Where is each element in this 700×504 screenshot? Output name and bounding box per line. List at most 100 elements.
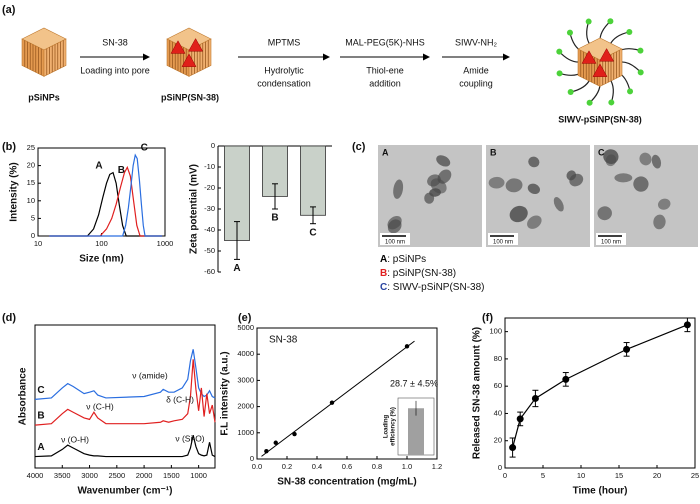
tem-particle bbox=[488, 176, 505, 189]
scale-bar-label: 100 nm bbox=[493, 240, 513, 246]
panel-label: (c) bbox=[352, 141, 366, 153]
y-tick-label: -10 bbox=[204, 162, 215, 171]
y-tick-label: 80 bbox=[494, 354, 502, 363]
peptide-dot bbox=[637, 69, 644, 76]
drug-triangle bbox=[181, 53, 197, 67]
drug-triangle bbox=[599, 48, 615, 62]
y-tick-label: 10 bbox=[27, 196, 35, 205]
data-line bbox=[49, 165, 163, 237]
tem-particle bbox=[566, 170, 577, 181]
y-tick-label: 4000 bbox=[237, 349, 254, 358]
y-tick-label: 5 bbox=[31, 213, 35, 222]
process: coupling bbox=[459, 78, 493, 88]
error-bar bbox=[234, 221, 240, 260]
y-tick-label: 20 bbox=[494, 436, 502, 445]
scale-bar-label: 100 nm bbox=[385, 240, 405, 246]
tem-particle bbox=[436, 155, 451, 167]
category-label: C bbox=[309, 227, 316, 238]
x-tick-label: 10 bbox=[577, 471, 585, 480]
y-tick-label: 0 bbox=[250, 454, 254, 463]
data-line bbox=[34, 434, 216, 458]
x-tick-label: 15 bbox=[615, 471, 623, 480]
tem-particle bbox=[528, 156, 540, 168]
drug-triangle bbox=[188, 38, 204, 52]
peg-chain bbox=[570, 79, 591, 93]
x-tick-label: 0 bbox=[503, 471, 507, 480]
y-tick-label: 2000 bbox=[237, 402, 254, 411]
tem-particle bbox=[553, 197, 564, 212]
y-tick-label: 60 bbox=[494, 381, 502, 390]
x-axis-label: SN-38 concentration (mg/mL) bbox=[277, 477, 416, 488]
panel-label: (d) bbox=[2, 312, 16, 324]
plot-frame bbox=[504, 317, 696, 469]
panel-label: (b) bbox=[2, 141, 16, 153]
x-tick-label: 0.2 bbox=[282, 462, 292, 471]
series-label: A bbox=[95, 160, 102, 171]
data-point bbox=[516, 415, 524, 423]
process: Thiol-ene bbox=[366, 65, 404, 75]
peptide-dot bbox=[556, 70, 563, 77]
tem-particle bbox=[527, 183, 540, 195]
drug-triangle bbox=[581, 50, 597, 64]
legend-text: : pSiNP(SN-38) bbox=[387, 268, 456, 279]
x-tick-label: 2000 bbox=[136, 471, 153, 480]
tem-label: B bbox=[490, 147, 497, 157]
legend-key: B bbox=[380, 268, 387, 279]
data-line bbox=[34, 349, 216, 400]
process: addition bbox=[369, 78, 401, 88]
peptide-dot bbox=[626, 28, 633, 35]
y-tick-label: 3000 bbox=[237, 375, 254, 384]
y-axis-label: Zeta potential (mV) bbox=[189, 164, 200, 254]
data-point bbox=[623, 345, 631, 353]
peptide-dot bbox=[607, 18, 614, 25]
peptide-dot bbox=[586, 99, 593, 106]
x-tick-label: 5 bbox=[541, 471, 545, 480]
x-tick-label: 1000 bbox=[157, 239, 174, 248]
drug-triangle bbox=[592, 63, 608, 77]
y-tick-label: 5000 bbox=[237, 323, 254, 332]
annotation: δ (C-H) bbox=[166, 394, 194, 404]
data-point bbox=[404, 344, 410, 349]
peptide-dot bbox=[637, 47, 644, 54]
series-label: A bbox=[37, 442, 44, 453]
peg-chain bbox=[586, 21, 591, 46]
x-tick-label: 25 bbox=[691, 471, 699, 480]
peg-chain bbox=[619, 61, 642, 73]
peptide-dot bbox=[608, 99, 615, 106]
y-tick-label: -20 bbox=[204, 183, 215, 192]
tem-particle bbox=[633, 176, 649, 192]
process: condensation bbox=[257, 78, 311, 88]
nanoparticle-icon bbox=[166, 27, 212, 77]
y-tick-label: 0 bbox=[498, 463, 502, 472]
tem-particle bbox=[605, 154, 617, 167]
inset-value-label: 28.7 ± 4.5% bbox=[390, 378, 438, 388]
legend-text: : pSiNPs bbox=[387, 254, 426, 265]
fit-line bbox=[261, 340, 415, 457]
scale-bar-label: 100 nm bbox=[601, 240, 621, 246]
x-tick-label: 10 bbox=[34, 239, 42, 248]
x-tick-label: 1000 bbox=[190, 471, 207, 480]
annotation: ν (Si-O) bbox=[175, 433, 204, 443]
tem-particle bbox=[387, 219, 402, 234]
annotation: ν (amide) bbox=[132, 370, 168, 380]
data-line bbox=[49, 171, 163, 237]
data-line bbox=[512, 324, 688, 448]
data-point bbox=[531, 394, 539, 402]
y-tick-label: -40 bbox=[204, 225, 215, 234]
reagent: MPTMS bbox=[268, 37, 301, 47]
series-label: C bbox=[141, 143, 148, 154]
data-point bbox=[562, 375, 570, 383]
y-axis-label: Intensity (%) bbox=[9, 162, 20, 221]
x-tick-label: 100 bbox=[95, 239, 108, 248]
error-bar bbox=[310, 206, 316, 225]
plot-frame bbox=[34, 324, 216, 469]
x-tick-label: 3500 bbox=[54, 471, 71, 480]
data-point bbox=[292, 431, 297, 437]
tem-particle bbox=[657, 198, 671, 210]
reagent: MAL-PEG(5K)-NHS bbox=[345, 37, 425, 47]
y-tick-label: -30 bbox=[204, 204, 215, 213]
x-tick-label: 2500 bbox=[108, 471, 125, 480]
arrow-head bbox=[423, 53, 430, 61]
y-tick-label: 25 bbox=[27, 143, 35, 152]
